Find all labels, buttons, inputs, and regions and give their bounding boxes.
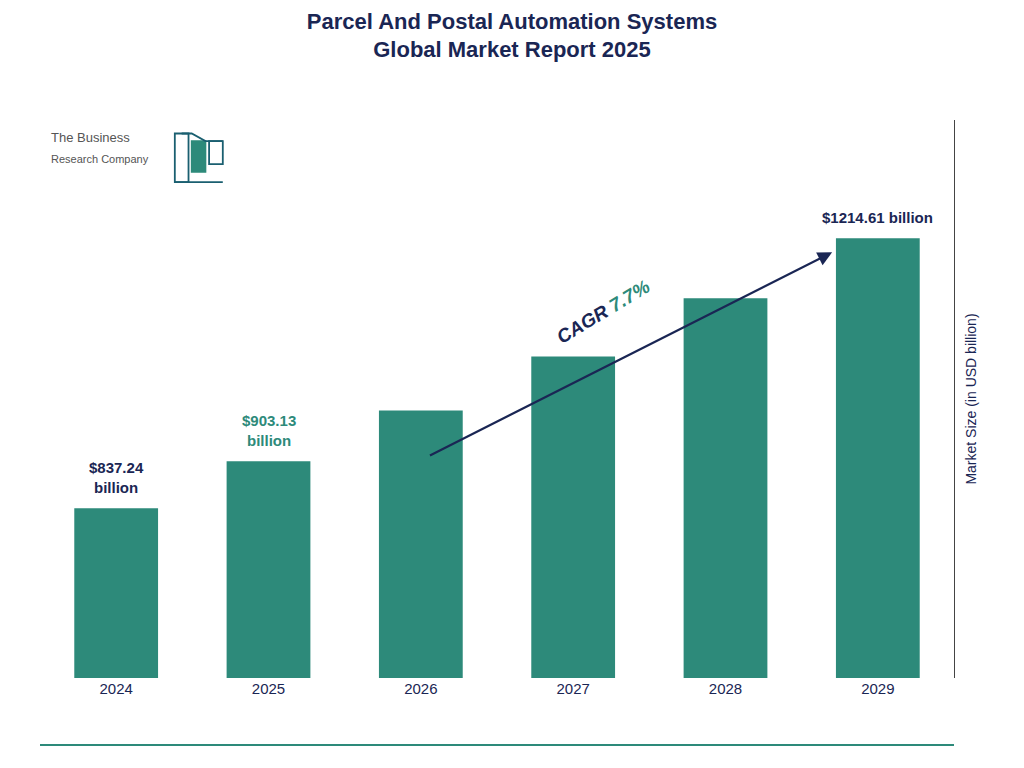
svg-text:$1214.61 billion: $1214.61 billion — [822, 209, 933, 226]
svg-text:The Business: The Business — [51, 130, 130, 145]
svg-text:CAGR 7.7%: CAGR 7.7% — [553, 276, 654, 348]
svg-text:2028: 2028 — [709, 680, 742, 697]
svg-text:2024: 2024 — [99, 680, 132, 697]
svg-text:Research Company: Research Company — [51, 153, 149, 165]
svg-text:$837.24billion: $837.24billion — [89, 459, 144, 496]
svg-text:2025: 2025 — [252, 680, 285, 697]
svg-text:Parcel And Postal Automation S: Parcel And Postal Automation SystemsGlob… — [307, 9, 717, 63]
svg-text:2029: 2029 — [861, 680, 894, 697]
svg-text:$903.13billion: $903.13billion — [242, 412, 296, 449]
svg-text:2026: 2026 — [404, 680, 437, 697]
svg-text:Market Size (in USD billion): Market Size (in USD billion) — [963, 313, 979, 484]
svg-text:2027: 2027 — [556, 680, 589, 697]
